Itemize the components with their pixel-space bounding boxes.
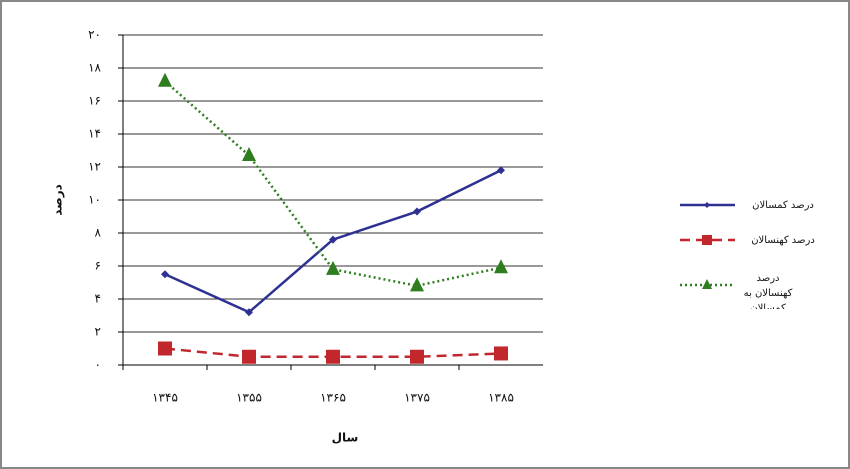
- x-tick-label: ۱۳۷۵: [404, 391, 430, 405]
- marker: [702, 279, 712, 289]
- y-tick-label: ۱۰: [88, 193, 101, 207]
- x-tick-label: ۱۳۶۵: [320, 391, 346, 405]
- y-tick-label: ۱۶: [88, 94, 101, 108]
- marker: [326, 260, 340, 275]
- legend-label: درصد کهنسالان به کمسالان: [743, 273, 793, 309]
- marker: [494, 259, 508, 274]
- x-tick-label: ۱۳۴۵: [152, 391, 178, 405]
- marker: [702, 235, 712, 245]
- y-tick-label: ۱۲: [88, 160, 101, 174]
- legend-text: درصد کهنسالان: [751, 235, 815, 246]
- legend-label: درصد کهنسالان: [751, 235, 815, 246]
- y-axis-title: درصد: [51, 184, 65, 216]
- y-tick-label: ۶: [95, 259, 101, 273]
- x-tick-label: ۱۳۸۵: [488, 391, 514, 405]
- marker: [326, 349, 340, 364]
- marker: [410, 277, 424, 292]
- legend-label: درصد کمسالان: [752, 200, 814, 211]
- marker: [245, 308, 253, 317]
- x-axis-title: سال: [332, 431, 359, 445]
- y-tick-label: ۱۸: [88, 61, 101, 75]
- marker: [410, 349, 424, 364]
- marker: [329, 235, 337, 244]
- marker: [158, 341, 172, 356]
- marker: [158, 72, 172, 87]
- marker: [161, 270, 169, 279]
- y-tick-label: ۰: [95, 358, 101, 372]
- legend-text: درصد کمسالان: [752, 200, 814, 211]
- marker: [242, 349, 256, 364]
- y-tick-label: ۲: [95, 325, 101, 339]
- marker: [494, 346, 508, 361]
- marker: [704, 202, 710, 208]
- x-tick-label: ۱۳۵۵: [236, 391, 262, 405]
- y-tick-label: ۴: [95, 292, 101, 306]
- legend-text: درصد کهنسالان به کمسالان: [743, 273, 793, 309]
- y-tick-label: ۸: [95, 226, 102, 240]
- y-tick-label: ۱۴: [88, 127, 101, 141]
- y-tick-label: ۲۰: [88, 28, 101, 42]
- marker: [413, 207, 421, 216]
- marker: [242, 147, 256, 162]
- marker: [497, 166, 505, 175]
